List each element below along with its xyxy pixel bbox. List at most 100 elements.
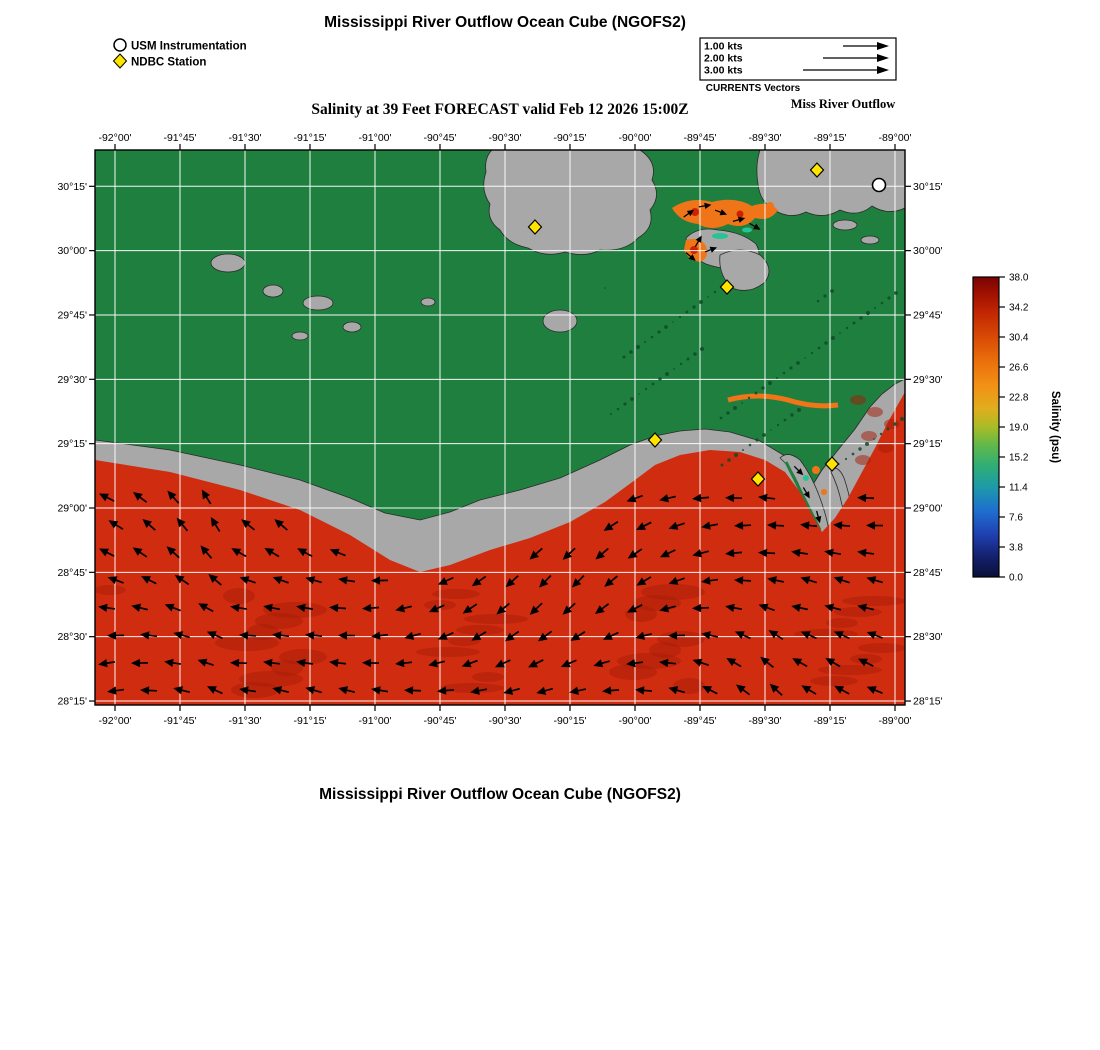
colorbar-tick-label: 11.4: [1009, 483, 1028, 494]
x-tick-label-bottom: -89°15': [813, 715, 846, 727]
colorbar-tick-label: 7.6: [1009, 513, 1023, 524]
x-tick-label-top: -89°30': [748, 132, 781, 144]
main-title-bottom: Mississippi River Outflow Ocean Cube (NG…: [319, 786, 681, 803]
y-tick-label-right: 28°30': [913, 631, 943, 643]
colorbar-tick-label: 30.4: [1009, 333, 1029, 344]
x-tick-label-bottom: -91°15': [293, 715, 326, 727]
colorbar-gradient: [973, 277, 999, 577]
colorbar-tick-label: 26.6: [1009, 363, 1029, 374]
land-blob-topright: [756, 150, 905, 216]
lake: [860, 235, 880, 245]
key-arrow-head: [877, 66, 889, 74]
ndbc-station-icon: [112, 53, 128, 69]
colorbar-tick-label: 19.0: [1009, 423, 1029, 434]
x-tick-label-top: -89°45': [683, 132, 716, 144]
plume-teal-dash: [742, 227, 752, 233]
colorbar-tick-label: 38.0: [1009, 273, 1029, 284]
usm-legend-label: USM Instrumentation: [131, 41, 247, 53]
lake: [420, 297, 436, 307]
plume-teal-dash: [712, 233, 728, 239]
x-tick-label-top: -90°45': [423, 132, 456, 144]
y-tick-label-left: 28°45': [57, 567, 87, 579]
colorbar-tick-label: 0.0: [1009, 573, 1023, 584]
y-tick-label-left: 28°15': [57, 696, 87, 708]
y-tick-label-right: 30°00': [913, 245, 943, 257]
station-markers: [527, 162, 887, 487]
x-tick-label-bottom: -91°30': [228, 715, 261, 727]
colorbar-axis-label: Salinity (psu): [1049, 391, 1061, 463]
usm-instrumentation-icon: [113, 38, 127, 52]
x-tick-label-bottom: -90°15': [553, 715, 586, 727]
y-tick-label-left: 29°00': [57, 503, 87, 515]
y-tick-label-right: 29°15': [913, 438, 943, 450]
x-tick-label-bottom: -92°00': [98, 715, 131, 727]
plume-red-dot: [736, 210, 744, 218]
currents-key-caption: CURRENTS Vectors: [706, 83, 801, 94]
coastal-orange-streak: [727, 393, 839, 409]
y-tick-label-right: 28°45': [913, 567, 943, 579]
outflow-label: Miss River Outflow: [791, 97, 896, 111]
x-tick-label-bottom: -91°00': [358, 715, 391, 727]
y-tick-label-right: 28°15': [913, 696, 943, 708]
x-tick-label-bottom: -89°00': [878, 715, 911, 727]
y-tick-label-left: 28°30': [57, 631, 87, 643]
key-arrow-head: [877, 54, 889, 62]
delta-green-streak: [784, 461, 822, 531]
colorbar-tick-label: 15.2: [1009, 453, 1029, 464]
plume-orange-dot: [766, 202, 774, 210]
main-title-top: Mississippi River Outflow Ocean Cube (NG…: [324, 14, 686, 31]
usm-instrumentation-marker: [871, 177, 887, 193]
colorbar: 38.0 34.2 30.4 26.6 22.8 19.0 15.2 11.4 7.6 3.8 0.…: [972, 273, 1061, 584]
ndbc-station-marker: [719, 279, 735, 295]
lake: [262, 284, 284, 298]
current-vector-field: [98, 202, 884, 696]
ndbc-station-marker: [750, 471, 766, 487]
y-tick-label-left: 29°45': [57, 309, 87, 321]
x-tick-label-bottom: -91°45': [163, 715, 196, 727]
y-tick-label-right: 29°00': [913, 503, 943, 515]
ndbc-legend-label: NDBC Station: [131, 57, 206, 69]
gulf-high-salinity-water: [95, 392, 905, 705]
ndbc-station-marker: [647, 432, 663, 448]
y-tick-label-left: 30°00': [57, 245, 87, 257]
key-arrow-head: [877, 42, 889, 50]
lake: [342, 321, 362, 333]
x-tick-label-top: -91°00': [358, 132, 391, 144]
delta-orange-dot: [812, 466, 820, 474]
currents-key-row-label: 3.00 kts: [704, 65, 743, 77]
colorbar-tick-label: 22.8: [1009, 393, 1029, 404]
marsh-speckles: [604, 287, 905, 467]
forecast-subtitle: Salinity at 39 Feet FORECAST valid Feb 1…: [311, 101, 688, 118]
currents-key-box: [699, 37, 897, 81]
currents-key-row-label: 2.00 kts: [704, 53, 743, 65]
y-tick-label-left: 29°30': [57, 374, 87, 386]
symbol-legend: USM Instrumentation NDBC Station: [112, 38, 247, 69]
colorbar-ticks: 38.0 34.2 30.4 26.6 22.8 19.0 15.2 11.4 7.6 3.8 0.…: [999, 273, 1029, 584]
x-tick-label-top: -89°15': [813, 132, 846, 144]
lake: [832, 219, 858, 231]
plume-red-core: [690, 246, 698, 254]
x-tick-label-top: -89°00': [878, 132, 911, 144]
colorbar-tick-label: 3.8: [1009, 543, 1023, 554]
x-tick-label-top: -90°15': [553, 132, 586, 144]
map-frame: [94, 149, 906, 706]
x-tick-label-bottom: -89°30': [748, 715, 781, 727]
x-tick-label-bottom: -90°30': [488, 715, 521, 727]
lake: [291, 331, 309, 341]
x-tick-label-top: -91°15': [293, 132, 326, 144]
lake: [210, 253, 246, 273]
lake: [542, 309, 578, 333]
y-tick-label-right: 30°15': [913, 181, 943, 193]
delta-orange-dot: [821, 489, 827, 495]
x-tick-label-bottom: -90°00': [618, 715, 651, 727]
ndbc-station-marker: [809, 162, 825, 178]
x-tick-label-top: -91°45': [163, 132, 196, 144]
colorbar-tick-label: 34.2: [1009, 303, 1029, 314]
y-tick-label-left: 30°15': [57, 181, 87, 193]
x-tick-label-top: -90°30': [488, 132, 521, 144]
x-tick-label-top: -90°00': [618, 132, 651, 144]
ndbc-station-marker: [527, 219, 543, 235]
